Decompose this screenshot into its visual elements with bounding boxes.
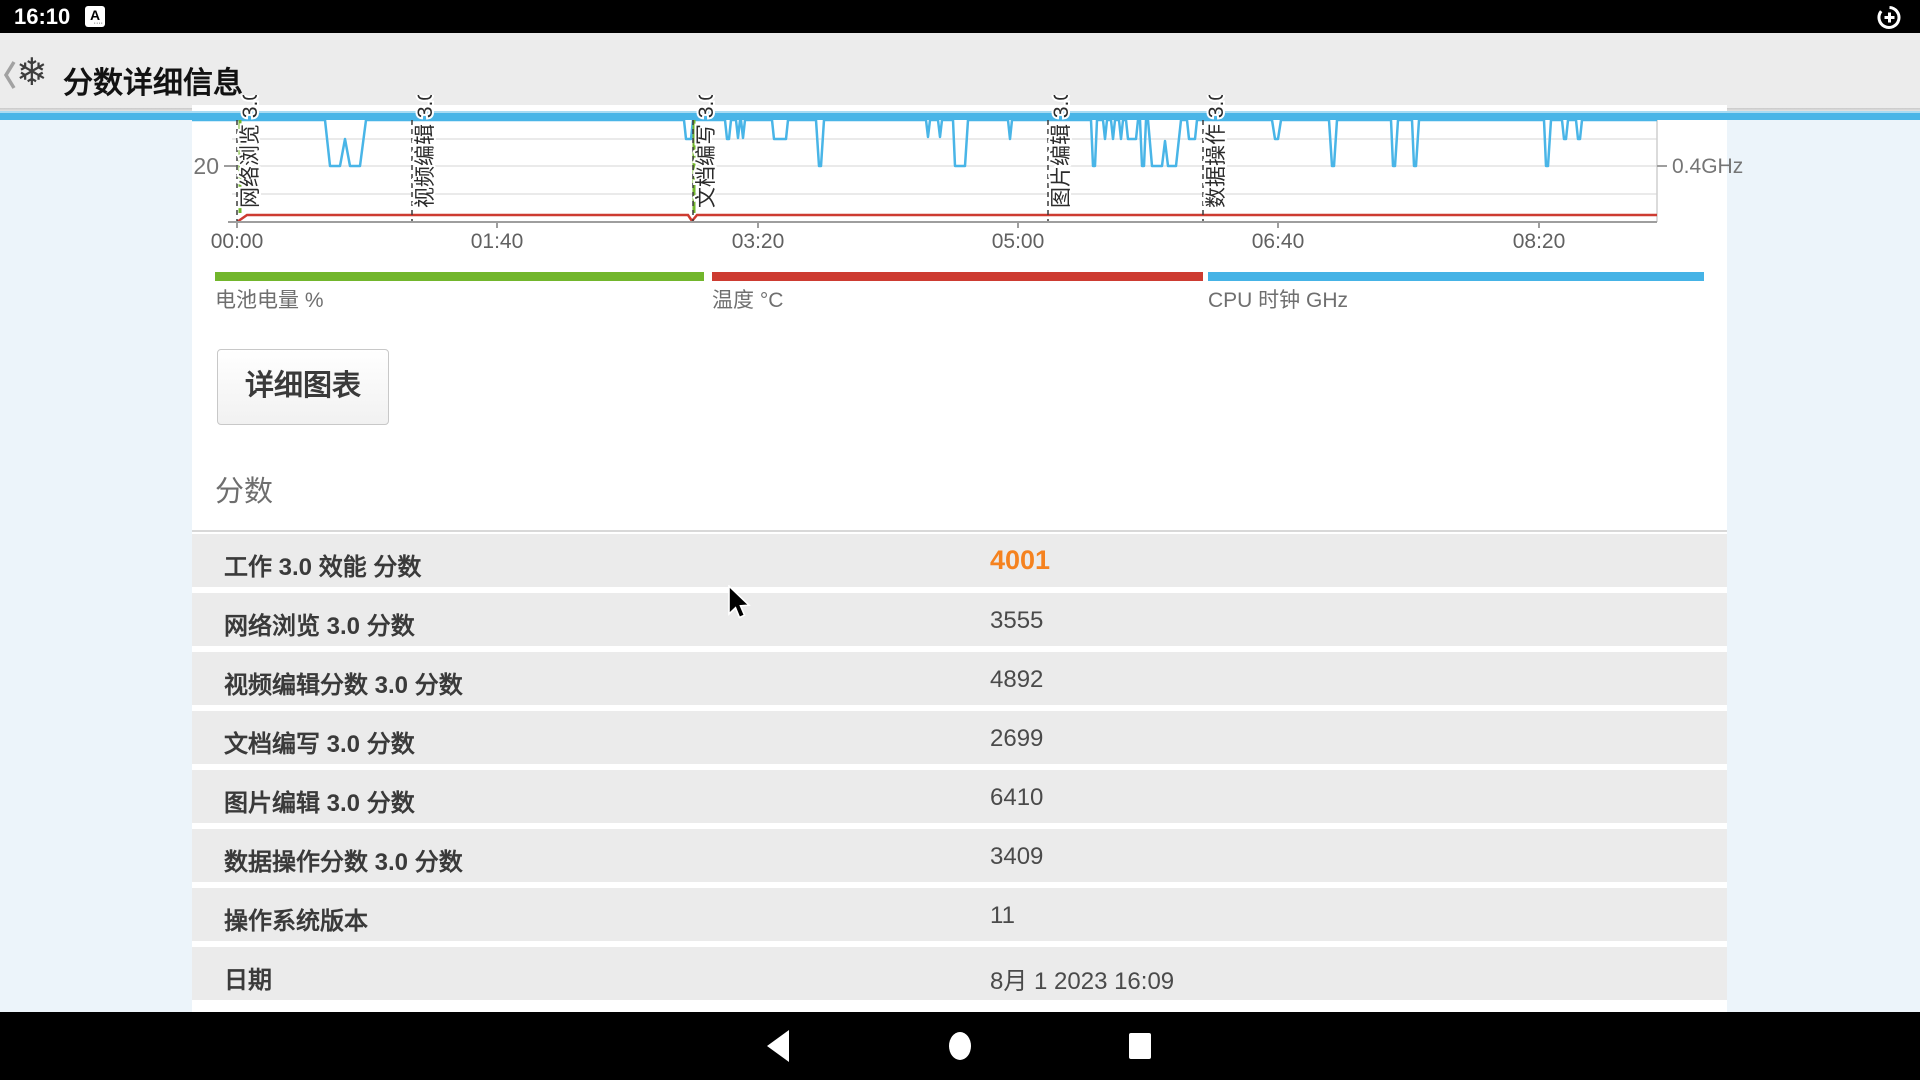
y-right-label: 0.4GHz: [1672, 155, 1743, 178]
mouse-cursor: [728, 584, 752, 626]
x-tick-label: 03:20: [732, 230, 785, 253]
status-clock: 16:10: [14, 4, 71, 29]
row-label: 网络浏览 3.0 分数: [224, 613, 415, 640]
x-tick-label: 00:00: [211, 230, 264, 253]
legend-color-bar: [712, 272, 1203, 281]
data-saver-icon: [1877, 5, 1902, 35]
cpu-line-clipped-band: [0, 111, 1920, 120]
table-row: 网络浏览 3.0 分数 3555: [192, 593, 1727, 646]
row-label: 数据操作分数 3.0 分数: [224, 849, 463, 876]
keyboard-layout-icon: A ····: [85, 6, 105, 27]
table-row: 工作 3.0 效能 分数 4001: [192, 534, 1727, 587]
y-left-label: 20: [193, 153, 219, 179]
legend-label: CPU 时钟 GHz: [1208, 289, 1349, 312]
row-value: 6410: [990, 784, 1044, 811]
x-tick-label: 01:40: [471, 230, 524, 253]
row-value: 2699: [990, 725, 1044, 752]
legend-label: 电池电量 %: [215, 289, 324, 312]
row-value: 11: [990, 902, 1015, 929]
section-marker-label: 文档编写 3.0: [695, 95, 718, 208]
row-label: 视频编辑分数 3.0 分数: [224, 672, 463, 699]
table-row: 图片编辑 3.0 分数 6410: [192, 770, 1727, 823]
section-marker-label: 视频编辑 3.0: [414, 95, 437, 208]
legend-color-bar: [1208, 272, 1704, 281]
table-row: 视频编辑分数 3.0 分数 4892: [192, 652, 1727, 705]
scores-section-title: 分数: [215, 476, 274, 508]
navigation-bar: [0, 1012, 1920, 1080]
row-label: 图片编辑 3.0 分数: [224, 790, 415, 817]
row-label: 日期: [224, 967, 272, 994]
status-bar: 16:10 A ····: [0, 0, 1920, 33]
table-row: 文档编写 3.0 分数 2699: [192, 711, 1727, 764]
pcmark-logo-icon: ❄: [16, 52, 48, 94]
temperature-line: [236, 213, 1657, 224]
legend-color-bar: [215, 272, 704, 281]
nav-recents-icon[interactable]: [1110, 1012, 1170, 1080]
row-label: 工作 3.0 效能 分数: [224, 554, 422, 581]
app-bar: [0, 33, 1920, 108]
legend-label: 温度 °C: [712, 289, 784, 312]
row-label: 文档编写 3.0 分数: [224, 731, 415, 758]
table-row: 数据操作分数 3.0 分数 3409: [192, 829, 1727, 882]
nav-home-icon[interactable]: [930, 1012, 990, 1080]
detail-chart-button[interactable]: 详细图表: [217, 349, 389, 425]
table-row: 日期 8月 1 2023 16:09: [192, 947, 1727, 1000]
legend-item: 电池电量 %: [215, 272, 704, 314]
row-label: 操作系统版本: [224, 908, 368, 935]
row-value: 4892: [990, 666, 1044, 693]
x-tick-label: 05:00: [992, 230, 1045, 253]
legend-item: 温度 °C: [712, 272, 1203, 314]
table-row: 操作系统版本 11: [192, 888, 1727, 941]
cpu-clock-line: [192, 118, 1657, 168]
score-table: 工作 3.0 效能 分数 4001 网络浏览 3.0 分数 3555 视频编辑分数 3.…: [192, 530, 1727, 1000]
section-marker-label: 数据操作 3.0: [1205, 95, 1228, 208]
row-value: 3409: [990, 843, 1044, 870]
row-value: 8月 1 2023 16:09: [990, 968, 1175, 995]
benchmark-monitoring-chart: 网络浏览 3.0 视频编辑 3.0 文档编写 3.0 图片编辑 3.0 数据操作 3.0…: [192, 95, 1743, 253]
nav-back-icon[interactable]: [749, 1012, 809, 1080]
row-value-primary-score: 4001: [990, 545, 1051, 575]
section-marker-label: 网络浏览 3.0: [239, 95, 262, 208]
back-chevron-icon[interactable]: [2, 58, 18, 97]
x-tick-label: 06:40: [1252, 230, 1305, 253]
section-marker-label: 图片编辑 3.0: [1050, 95, 1073, 208]
page-title: 分数详细信息: [63, 67, 243, 100]
x-tick-label: 08:20: [1513, 230, 1566, 253]
row-value: 3555: [990, 607, 1044, 634]
legend-item: CPU 时钟 GHz: [1208, 272, 1704, 314]
